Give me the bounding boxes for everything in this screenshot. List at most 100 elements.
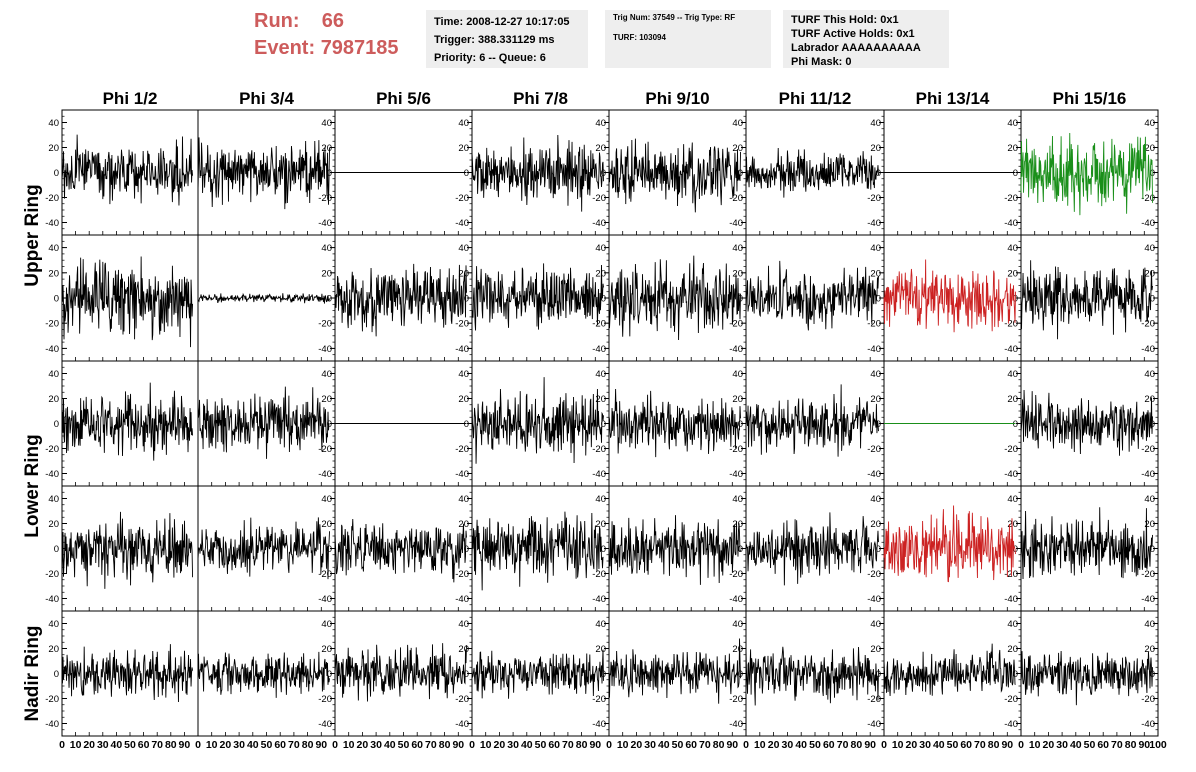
x-tick-label-c1: 30 [97, 739, 109, 751]
waveform-trace-r4-c5 [745, 646, 879, 706]
priority-text: Priority: 6 -- Queue: 6 [434, 52, 546, 64]
column-title-3: Phi 5/6 [376, 89, 431, 108]
x-tick-label-c3: 80 [439, 739, 451, 751]
y-tick-label-r2-c0: -20 [45, 444, 59, 455]
y-tick-label-r2-c2: 40 [458, 369, 469, 380]
y-tick-label-r1-c1: -40 [318, 344, 332, 355]
y-tick-label-r3-c0: 20 [48, 519, 59, 530]
y-tick-label-r0-c7: -20 [1141, 193, 1155, 204]
event-label: Event: [254, 37, 316, 59]
x-tick-label-c7: 10 [892, 739, 904, 751]
y-tick-label-r3-c4: -40 [729, 594, 743, 605]
x-tick-label-c1: 60 [138, 739, 150, 751]
row-group-label-2: Lower Ring [22, 434, 43, 537]
trig-num-text: Trig Num: 37549 -- Trig Type: RF [613, 13, 736, 22]
y-tick-label-r4-c1: 0 [327, 669, 332, 680]
y-tick-label-r4-c0: 0 [54, 669, 59, 680]
waveform-trace-r1-c1 [197, 292, 330, 304]
x-tick-label-c4: 10 [480, 739, 492, 751]
y-tick-label-r3-c7: 20 [1144, 519, 1155, 530]
y-tick-label-r0-c3: 40 [595, 118, 606, 129]
x-tick-label-c8: 60 [1097, 739, 1109, 751]
x-tick-label-c3: 70 [425, 739, 437, 751]
column-title-7: Phi 13/14 [916, 89, 990, 108]
y-tick-label-r2-c5: 20 [870, 394, 881, 405]
y-tick-label-r4-c5: -40 [867, 719, 881, 730]
waveform-trace-r3-c7 [1020, 507, 1153, 579]
y-tick-label-r2-c4: 20 [732, 394, 743, 405]
waveform-trace-r0-c1 [197, 137, 330, 210]
y-tick-label-r1-c3: -40 [592, 344, 606, 355]
y-tick-label-r0-c2: 0 [464, 168, 469, 179]
y-tick-label-r2-c6: -40 [1004, 469, 1018, 480]
x-tick-label-c8: 50 [1084, 739, 1096, 751]
y-tick-label-r4-c3: -40 [592, 719, 606, 730]
waveform-trace-r0-c0 [61, 134, 194, 206]
y-tick-label-r3-c1: -40 [318, 594, 332, 605]
time-text: Time: 2008-12-27 10:17:05 [434, 16, 570, 28]
x-tick-label-c5: 80 [713, 739, 725, 751]
y-tick-label-r0-c6: -40 [1004, 218, 1018, 229]
y-tick-label-r1-c7: 0 [1150, 294, 1155, 305]
y-tick-label-r2-c2: -40 [455, 469, 469, 480]
y-tick-label-r4-c6: 40 [1007, 619, 1018, 630]
y-tick-label-r4-c0: -20 [45, 694, 59, 705]
trigger-info-box: Trig Num: 37549 -- Trig Type: RF TURF: 1… [605, 10, 771, 68]
y-tick-label-r2-c1: 20 [321, 394, 332, 405]
y-tick-label-r2-c2: 20 [458, 394, 469, 405]
x-tick-label-c4: 90 [589, 739, 601, 751]
y-tick-label-r1-c0: 20 [48, 268, 59, 279]
x-tick-label-c8: 80 [1125, 739, 1137, 751]
waveform-trace-r3-c3 [471, 511, 604, 591]
y-tick-label-r4-c4: 20 [732, 644, 743, 655]
x-tick-label-c6: 10 [754, 739, 766, 751]
y-tick-label-r1-c0: 0 [54, 294, 59, 305]
waveform-trace-r1-c0 [61, 256, 194, 348]
y-tick-label-r1-c6: -20 [1004, 319, 1018, 330]
y-tick-label-r1-c2: 40 [458, 243, 469, 254]
waveform-trace-r2-c0 [61, 382, 194, 461]
y-tick-label-r1-c0: -20 [45, 319, 59, 330]
y-tick-label-r0-c2: 20 [458, 143, 469, 154]
y-tick-label-r4-c4: 40 [732, 619, 743, 630]
y-tick-label-r2-c6: 20 [1007, 394, 1018, 405]
waveform-trace-r3-c4 [608, 515, 741, 585]
y-tick-label-r0-c7: 40 [1144, 118, 1155, 129]
x-tick-label-c5: 0 [606, 739, 612, 751]
y-tick-label-r0-c6: -20 [1004, 193, 1018, 204]
y-tick-label-r2-c3: -20 [592, 444, 606, 455]
y-tick-label-r4-c1: -40 [318, 719, 332, 730]
y-tick-label-r2-c4: -20 [729, 444, 743, 455]
x-tick-label-c1: 80 [165, 739, 177, 751]
x-tick-label-c4: 20 [494, 739, 506, 751]
y-tick-label-r2-c7: 20 [1144, 394, 1155, 405]
y-tick-label-r1-c1: 40 [321, 243, 332, 254]
x-tick-label-c5: 40 [658, 739, 670, 751]
y-tick-label-r4-c5: 40 [870, 619, 881, 630]
y-tick-label-r3-c2: 40 [458, 494, 469, 505]
x-tick-label-c5: 60 [685, 739, 697, 751]
y-tick-label-r1-c6: -40 [1004, 344, 1018, 355]
y-tick-label-r4-c1: 40 [321, 619, 332, 630]
y-tick-label-r2-c6: 0 [1013, 419, 1018, 430]
x-tick-label-c4: 80 [576, 739, 588, 751]
turf-info-box: TURF This Hold: 0x1 TURF Active Holds: 0… [783, 10, 949, 68]
y-tick-label-r2-c1: -40 [318, 469, 332, 480]
waveform-trace-r3-c6 [883, 505, 1016, 583]
y-tick-label-r1-c7: 40 [1144, 243, 1155, 254]
x-tick-label-c4: 70 [562, 739, 574, 751]
x-tick-label-c1: 90 [179, 739, 191, 751]
x-tick-label-c2: 10 [206, 739, 218, 751]
y-tick-label-r1-c4: 40 [732, 243, 743, 254]
y-tick-label-r2-c5: -20 [867, 444, 881, 455]
y-tick-label-r0-c4: 40 [732, 118, 743, 129]
y-tick-label-r0-c4: -40 [729, 218, 743, 229]
x-tick-label-c4: 30 [507, 739, 519, 751]
y-tick-label-r4-c6: -40 [1004, 719, 1018, 730]
x-tick-label-c7: 20 [906, 739, 918, 751]
x-tick-label-c2: 0 [195, 739, 201, 751]
y-tick-label-r3-c5: 40 [870, 494, 881, 505]
y-tick-label-r1-c5: -40 [867, 344, 881, 355]
y-tick-label-r1-c5: 40 [870, 243, 881, 254]
